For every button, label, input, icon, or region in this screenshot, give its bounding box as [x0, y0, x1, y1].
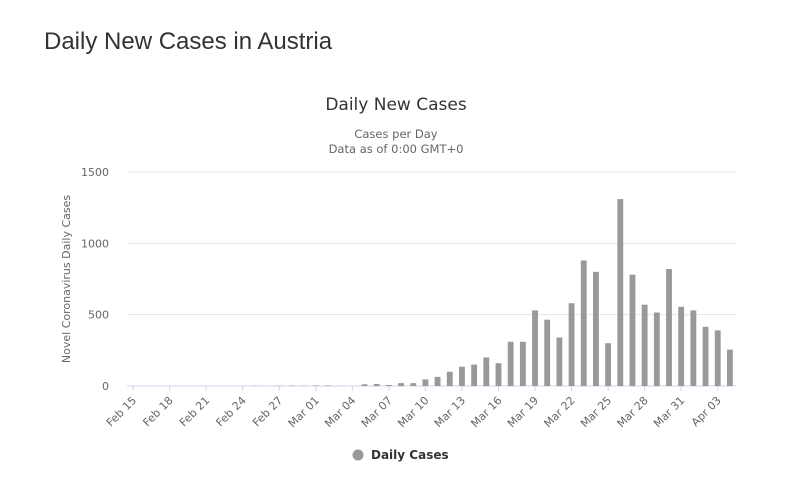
bar-mar-26[interactable] [617, 199, 624, 386]
x-tick-label: Feb 15 [104, 394, 139, 429]
x-tick-label: Apr 03 [689, 394, 724, 429]
legend-label-daily-cases[interactable]: Daily Cases [371, 448, 449, 462]
bar-mar-08[interactable] [398, 383, 404, 386]
bar-mar-17[interactable] [507, 341, 514, 386]
bar-mar-18[interactable] [519, 341, 526, 386]
x-tick-label: Mar 19 [505, 394, 541, 430]
x-tick-label: Mar 25 [578, 394, 614, 430]
bar-mar-29[interactable] [653, 312, 660, 386]
y-tick-label: 1000 [81, 237, 109, 250]
bar-mar-07[interactable] [385, 385, 392, 386]
bar-mar-20[interactable] [544, 319, 551, 386]
bar-mar-15[interactable] [483, 357, 490, 386]
bar-mar-25[interactable] [605, 343, 612, 386]
x-tick-label: Mar 10 [395, 394, 431, 430]
x-tick-label: Mar 01 [286, 394, 322, 430]
bar-mar-21[interactable] [556, 337, 563, 386]
bar-apr-04[interactable] [726, 349, 733, 386]
bar-apr-01[interactable] [690, 310, 697, 386]
x-tick-label: Mar 28 [615, 394, 651, 430]
x-tick-label: Mar 22 [541, 394, 577, 430]
x-tick-label: Feb 24 [213, 394, 248, 429]
bar-mar-14[interactable] [471, 364, 478, 386]
bar-mar-02[interactable] [325, 385, 331, 386]
bar-mar-24[interactable] [593, 271, 599, 386]
chart-subtitle-line-2: Data as of 0:00 GMT+0 [329, 142, 464, 156]
x-tick-label: Feb 27 [250, 394, 285, 429]
bar-mar-06[interactable] [373, 384, 380, 386]
bar-mar-30[interactable] [666, 269, 672, 386]
bar-mar-13[interactable] [459, 366, 465, 386]
bar-mar-28[interactable] [641, 304, 648, 386]
bar-apr-03[interactable] [714, 330, 721, 386]
x-tick-label: Mar 04 [322, 394, 358, 430]
y-tick-label: 500 [88, 309, 109, 322]
bar-mar-22[interactable] [568, 303, 575, 386]
y-tick-label: 0 [102, 380, 109, 393]
bar-mar-11[interactable] [434, 376, 441, 386]
x-tick-label: Mar 07 [359, 394, 395, 430]
legend[interactable]: Daily Cases [352, 448, 449, 462]
chart-title: Daily New Cases [325, 95, 467, 115]
bar-mar-27[interactable] [629, 274, 636, 386]
x-tick-label: Mar 16 [468, 394, 504, 430]
bar-mar-12[interactable] [446, 371, 453, 386]
bar-mar-01[interactable] [312, 385, 319, 386]
x-tick-label: Feb 21 [177, 394, 212, 429]
bar-apr-02[interactable] [702, 326, 709, 386]
bar-mar-31[interactable] [678, 306, 685, 386]
bar-mar-16[interactable] [495, 363, 502, 386]
x-tick-label: Mar 13 [432, 394, 468, 430]
chart-subtitle-line-1: Cases per Day [354, 127, 437, 141]
x-tick-label: Mar 31 [651, 394, 687, 430]
y-axis-label: Novel Coronavirus Daily Cases [60, 195, 73, 363]
bar-mar-05[interactable] [361, 384, 368, 386]
bar-mar-19[interactable] [532, 310, 538, 386]
page-title: Daily New Cases in Austria [44, 28, 333, 55]
legend-marker-daily-cases [352, 449, 364, 461]
bar-mar-23[interactable] [580, 260, 587, 386]
x-tick-label: Feb 18 [140, 394, 175, 429]
bar-mar-09[interactable] [410, 383, 417, 386]
bar-mar-10[interactable] [422, 379, 429, 386]
y-tick-label: 1500 [81, 166, 109, 179]
